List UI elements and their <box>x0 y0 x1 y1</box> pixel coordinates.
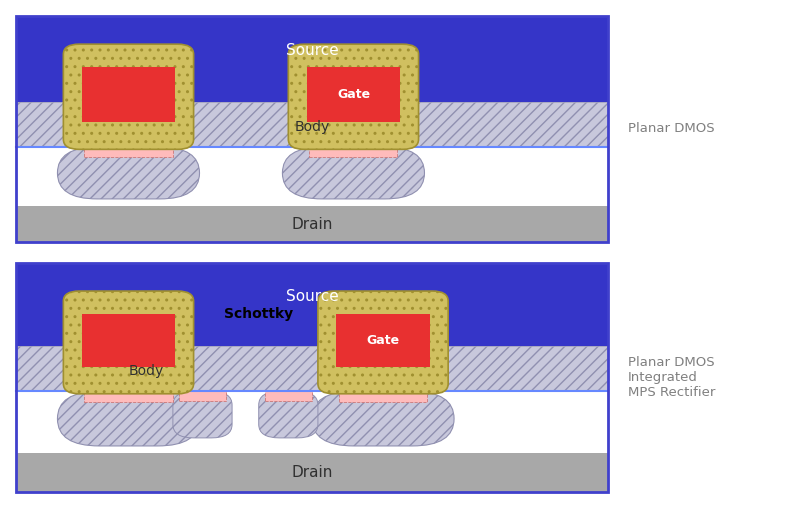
Text: Planar DMOS: Planar DMOS <box>628 122 714 135</box>
Bar <box>16 16 608 102</box>
Text: Body: Body <box>129 364 164 378</box>
Text: Drain: Drain <box>291 465 333 480</box>
Bar <box>82 314 175 367</box>
FancyBboxPatch shape <box>63 44 194 150</box>
Bar <box>178 391 226 401</box>
FancyBboxPatch shape <box>312 391 454 446</box>
Bar <box>16 16 608 242</box>
Bar <box>16 263 608 492</box>
FancyBboxPatch shape <box>258 391 318 438</box>
Text: Body: Body <box>294 120 330 134</box>
FancyBboxPatch shape <box>58 147 199 199</box>
Text: Source: Source <box>286 43 338 58</box>
FancyBboxPatch shape <box>288 44 418 150</box>
Bar <box>82 67 175 122</box>
Bar <box>339 391 427 402</box>
Text: Source: Source <box>286 289 338 304</box>
Text: Planar DMOS
Integrated
MPS Rectifier: Planar DMOS Integrated MPS Rectifier <box>628 356 715 399</box>
Bar <box>336 314 430 367</box>
FancyBboxPatch shape <box>318 291 448 394</box>
FancyBboxPatch shape <box>282 147 425 199</box>
Bar <box>265 391 312 401</box>
Text: Gate: Gate <box>337 88 370 101</box>
Bar <box>16 453 608 492</box>
Text: Gate: Gate <box>366 334 400 347</box>
Bar <box>16 345 608 391</box>
Bar <box>306 67 400 122</box>
Bar <box>85 391 173 402</box>
Bar <box>16 391 608 453</box>
Bar <box>310 147 398 157</box>
FancyBboxPatch shape <box>58 391 199 446</box>
Bar <box>16 263 608 345</box>
Bar <box>16 147 608 206</box>
Text: Schottky: Schottky <box>224 306 294 320</box>
FancyBboxPatch shape <box>63 291 194 394</box>
FancyBboxPatch shape <box>173 391 232 438</box>
Bar <box>16 102 608 147</box>
Bar <box>16 206 608 242</box>
Bar <box>85 147 173 157</box>
Text: Drain: Drain <box>291 217 333 232</box>
